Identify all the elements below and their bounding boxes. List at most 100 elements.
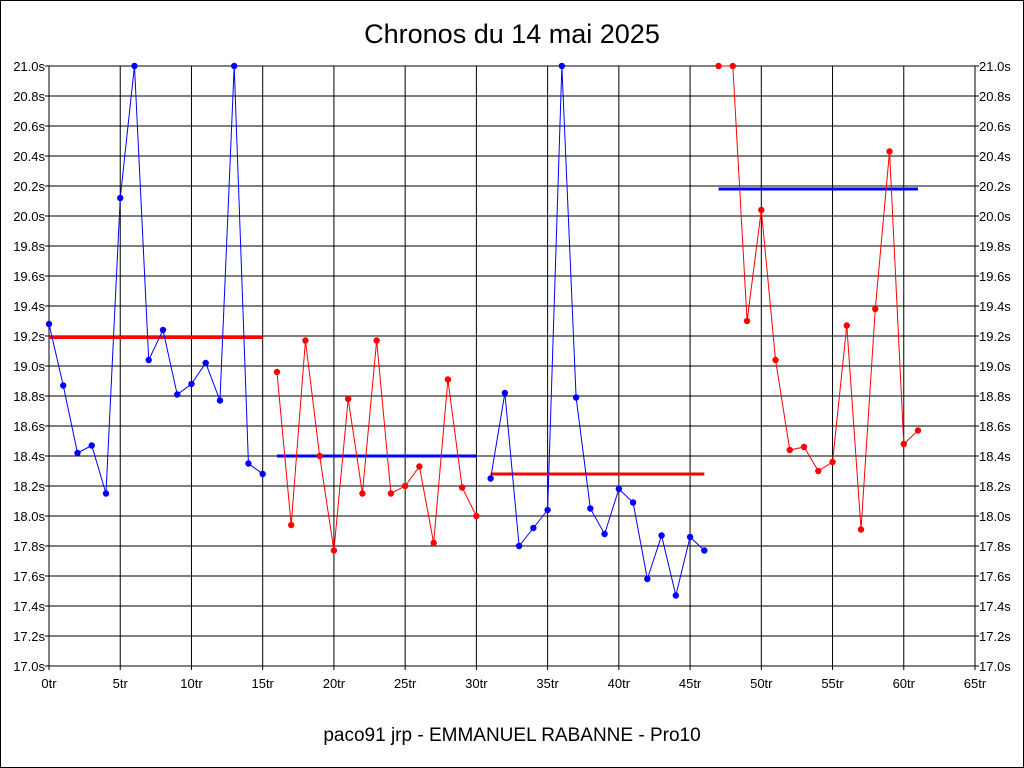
y-tick-label-right: 19.8s — [979, 239, 1011, 254]
y-tick-label-left: 18.4s — [13, 449, 45, 464]
data-point — [145, 356, 152, 364]
y-tick-label-right: 18.2s — [979, 479, 1011, 494]
x-tick-label: 15tr — [251, 676, 274, 691]
y-tick-label-right: 18.6s — [979, 419, 1011, 434]
y-tick-label-right: 19.6s — [979, 269, 1011, 284]
y-tick-label-right: 17.0s — [979, 659, 1011, 674]
data-point — [772, 356, 779, 364]
data-point — [615, 485, 623, 493]
data-point — [117, 194, 124, 202]
data-point — [231, 62, 238, 70]
data-point — [473, 512, 480, 520]
y-tick-label-right: 20.8s — [979, 89, 1011, 104]
data-point — [444, 376, 452, 383]
data-point — [330, 547, 338, 554]
average-lines — [49, 187, 919, 476]
data-point — [487, 475, 494, 482]
y-tick-label-right: 17.6s — [979, 569, 1011, 584]
y-tick-label-left: 19.6s — [13, 269, 45, 284]
data-point — [686, 533, 694, 541]
chart-footer: paco91 jrp - EMMANUEL RABANNE - Pro10 — [323, 725, 700, 746]
data-point — [45, 320, 53, 328]
y-tick-label-right: 17.2s — [979, 629, 1011, 644]
y-tick-label-right: 18.0s — [979, 509, 1011, 524]
data-point — [131, 62, 138, 70]
data-point — [629, 499, 637, 506]
data-point — [202, 359, 209, 367]
data-point — [458, 484, 466, 491]
y-tick-label-left: 20.2s — [13, 179, 45, 194]
data-point — [387, 490, 395, 497]
y-tick-label-left: 18.0s — [13, 509, 45, 524]
data-point — [344, 395, 352, 403]
x-tick-label: 50tr — [750, 676, 773, 691]
data-point — [273, 368, 281, 376]
y-tick-label-left: 18.6s — [13, 419, 45, 434]
data-point — [60, 382, 67, 389]
data-point — [857, 526, 865, 533]
y-tick-label-left: 21.0s — [13, 59, 45, 74]
data-point — [373, 337, 380, 344]
data-point — [530, 524, 537, 532]
y-tick-label-right: 17.8s — [979, 539, 1011, 554]
data-point — [316, 452, 323, 460]
grid — [45, 65, 979, 670]
data-point — [558, 62, 566, 70]
x-tick-label: 40tr — [608, 676, 631, 691]
y-tick-label-left: 19.8s — [13, 239, 45, 254]
y-tick-label-left: 17.2s — [13, 629, 45, 644]
y-tick-label-right: 21.0s — [979, 59, 1011, 74]
series-line-1 — [48, 65, 263, 494]
data-point — [829, 458, 836, 466]
x-tick-label: 55tr — [821, 676, 844, 691]
data-point — [245, 460, 252, 467]
y-tick-label-left: 20.0s — [13, 209, 45, 224]
x-tick-label: 25tr — [394, 676, 417, 691]
data-point — [743, 317, 751, 325]
data-point — [515, 542, 523, 550]
data-point — [914, 427, 922, 434]
y-tick-label-left: 19.4s — [13, 299, 45, 314]
y-tick-label-left: 17.4s — [13, 599, 45, 614]
data-point — [416, 463, 423, 470]
y-tick-label-right: 17.4s — [979, 599, 1011, 614]
data-point — [174, 391, 181, 398]
data-point — [786, 446, 793, 454]
data-point — [302, 337, 309, 344]
y-tick-label-left: 20.8s — [13, 89, 45, 104]
data-point — [872, 305, 879, 313]
data-point — [843, 322, 850, 329]
data-point — [886, 148, 893, 155]
y-tick-label-right: 18.4s — [979, 449, 1011, 464]
y-tick-label-right: 20.0s — [979, 209, 1011, 224]
y-tick-label-right: 19.0s — [979, 359, 1011, 374]
data-point — [287, 521, 295, 529]
data-point — [701, 547, 708, 554]
data-point — [259, 470, 266, 478]
data-point — [658, 532, 665, 539]
x-tick-label: 5tr — [113, 676, 129, 691]
series-line-3 — [490, 65, 705, 596]
data-point — [359, 490, 366, 497]
data-point — [544, 506, 551, 514]
data-point — [501, 389, 509, 397]
data-point — [188, 380, 195, 388]
data-point — [587, 505, 594, 512]
y-tick-label-left: 19.2s — [13, 329, 45, 344]
y-tick-label-left: 18.8s — [13, 389, 45, 404]
data-point — [815, 467, 822, 475]
y-tick-label-right: 19.2s — [979, 329, 1011, 344]
data-point — [644, 575, 651, 583]
data-point — [102, 490, 110, 497]
series-group — [45, 62, 922, 599]
y-tick-label-left: 19.0s — [13, 359, 45, 374]
y-tick-label-right: 20.2s — [979, 179, 1011, 194]
y-tick-label-left: 17.8s — [13, 539, 45, 554]
y-tick-label-right: 19.4s — [979, 299, 1011, 314]
x-tick-label: 45tr — [679, 676, 702, 691]
data-point — [601, 530, 608, 538]
y-tick-label-left: 18.2s — [13, 479, 45, 494]
y-tick-label-left: 20.4s — [13, 149, 45, 164]
data-point — [800, 443, 808, 451]
